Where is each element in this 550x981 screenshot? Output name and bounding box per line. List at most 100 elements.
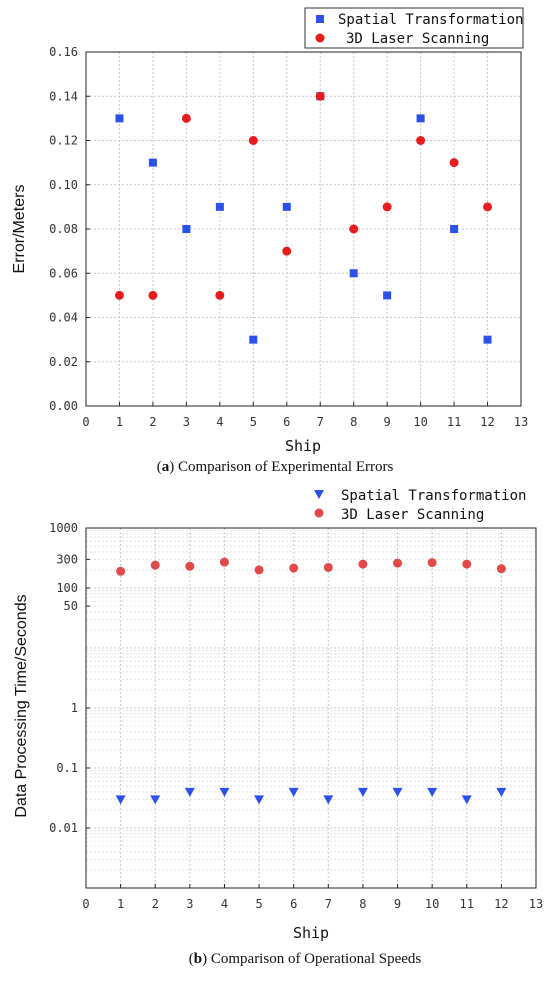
panel-b-x-tick-label: 7 (325, 897, 332, 911)
panel-b-x-tick-label: 12 (494, 897, 508, 911)
panel-a-laser-point (181, 113, 191, 123)
panel-a-legend-label-laser: 3D Laser Scanning (346, 31, 489, 47)
panel-b-laser-point (393, 558, 403, 568)
panel-a-spatial-point (383, 291, 392, 300)
panel-b-x-tick-label: 3 (186, 897, 193, 911)
panel-a-laser-point (315, 91, 325, 101)
panel-a-legend-square-marker (316, 15, 324, 23)
panel-b-caption: (b) Comparison of Operational Speeds (189, 951, 422, 967)
panel-a-y-tick-label: 0.02 (49, 355, 78, 369)
panel-b-laser-point (289, 563, 299, 573)
panel-a-laser-point (349, 224, 359, 234)
panel-b-laser-point (462, 559, 472, 569)
panel-b-y-tick-label: 0.01 (49, 821, 78, 835)
panel-b-y-tick-label: 100 (56, 581, 78, 595)
panel-b-spatial-point (184, 787, 195, 797)
panel-b-spatial-point (357, 787, 368, 797)
panel-a-laser-point (148, 290, 158, 300)
panel-b-spatial-point (115, 795, 126, 805)
panel-b-x-tick-label: 13 (529, 897, 543, 911)
panel-a-y-tick-label: 0.14 (49, 89, 78, 103)
panel-a-spatial-point (483, 335, 492, 344)
panel-a-y-tick-label: 0.16 (49, 45, 78, 59)
panel-a-y-tick-label: 0.04 (49, 311, 78, 325)
panel-a-x-tick-label: 4 (216, 415, 223, 429)
panel-b-x-ticks: 0 1 2 3 4 5 6 7 8 9 10 11 12 13 (82, 884, 543, 911)
panel-a-x-tick-label: 7 (317, 415, 324, 429)
panel-b-x-tick-label: 8 (359, 897, 366, 911)
panel-b-x-tick-label: 4 (221, 897, 228, 911)
panel-a-laser-point (416, 136, 426, 145)
panel-a-legend: Spatial Transformation 3D Laser Scanning (304, 7, 524, 49)
panel-a-y-tick-label: 0.12 (49, 134, 78, 148)
panel-b-legend-circle-marker (314, 508, 324, 518)
panel-b-laser-point (150, 560, 160, 570)
panel-a-laser-point (215, 290, 225, 300)
panel-a-legend-circle-marker (315, 33, 325, 43)
panel-a-spatial-point (416, 114, 425, 123)
panel-b-laser-point (427, 558, 437, 568)
panel-b-laser-point (496, 564, 506, 574)
panel-b-spatial-point (427, 787, 438, 797)
panel-b-y-tick-label: 1000 (49, 521, 78, 535)
panel-b-laser-point (219, 557, 229, 567)
panel-a-spatial-point (249, 335, 258, 344)
panel-b-laser-point (254, 565, 264, 575)
panel-a-x-tick-label: 10 (413, 415, 427, 429)
panel-a-laser-point (449, 158, 459, 168)
panel-b-spatial-point (392, 787, 403, 797)
panel-b-laser-point (185, 561, 195, 571)
panel-a-spatial-point (215, 202, 224, 211)
panel-a-x-tick-label: 6 (283, 415, 290, 429)
panel-a-y-tick-label: 0.00 (49, 399, 78, 413)
panel-a-y-tick-label: 0.08 (49, 222, 78, 236)
panel-a-spatial-point (450, 225, 459, 233)
panel-b-spatial-point (254, 795, 265, 805)
panel-b-x-tick-label: 2 (152, 897, 159, 911)
panel-b-x-tick-label: 1 (117, 897, 124, 911)
panel-a-legend-label-spatial: Spatial Transformation (338, 12, 523, 28)
panel-a-x-tick-label: 1 (116, 415, 123, 429)
panel-b-x-tick-label: 6 (290, 897, 297, 911)
panel-a-x-axis-label: Ship (285, 437, 321, 455)
panel-b-x-axis-label: Ship (293, 924, 329, 942)
panel-b-spatial-point (219, 787, 230, 797)
panel-a-legend-box (304, 7, 524, 49)
panel-a-x-tick-label: 2 (149, 415, 156, 429)
panel-a-x-tick-label: 13 (514, 415, 528, 429)
panel-a-y-tick-label: 0.10 (49, 178, 78, 192)
panel-b-y-axis-label: Data Processing Time/Seconds (13, 594, 30, 817)
panel-a-caption: (a) Comparison of Experimental Errors (157, 459, 394, 475)
panel-a-y-axis-label: Error/Meters (11, 185, 28, 274)
panel-a-spatial-point (148, 158, 157, 167)
panel-b-x-tick-label: 10 (425, 897, 439, 911)
panel-b-legend-label-laser: 3D Laser Scanning (341, 507, 484, 523)
panel-b-x-tick-label: 9 (394, 897, 401, 911)
panel-a-spatial-point (349, 269, 358, 278)
panel-b-laser-point (323, 562, 333, 572)
panel-a-spatial-point (182, 225, 191, 233)
panel-a: 0 1 2 3 4 5 6 7 8 9 10 11 12 13 0.000.020.040.060.080… (11, 7, 528, 475)
panel-b-y-tick-label: 0.1 (56, 761, 78, 775)
panel-a-x-tick-label: 8 (350, 415, 357, 429)
panel-a-spatial-point (282, 202, 291, 211)
panel-a-laser-point (248, 136, 258, 145)
panel-b-x-tick-label: 5 (255, 897, 262, 911)
panel-b-legend-triangle-marker (314, 490, 324, 499)
panel-a-laser-point (483, 202, 493, 212)
panel-b-spatial-point (288, 787, 299, 797)
panel-a-x-tick-label: 12 (480, 415, 494, 429)
panel-b-spatial-point (496, 787, 507, 797)
panel-a-x-tick-label: 9 (384, 415, 391, 429)
panel-b-spatial-point (461, 795, 472, 805)
panel-b-legend: Spatial Transformation 3D Laser Scanning (314, 488, 526, 523)
panel-a-y-ticks: 0.00 0.02 0.04 0.06 0.08 0.10 0.12 0.14 0.16 (49, 45, 90, 413)
panel-a-x-ticks: 0 1 2 3 4 5 6 7 8 9 10 11 12 13 (82, 402, 528, 429)
panel-b-x-tick-label: 0 (82, 897, 89, 911)
panel-a-x-tick-label: 5 (250, 415, 257, 429)
panel-b-spatial-point (150, 795, 161, 805)
panel-a-x-tick-label: 11 (447, 415, 461, 429)
panel-b-spatial-point (323, 795, 334, 805)
panel-a-laser-point (114, 290, 124, 300)
